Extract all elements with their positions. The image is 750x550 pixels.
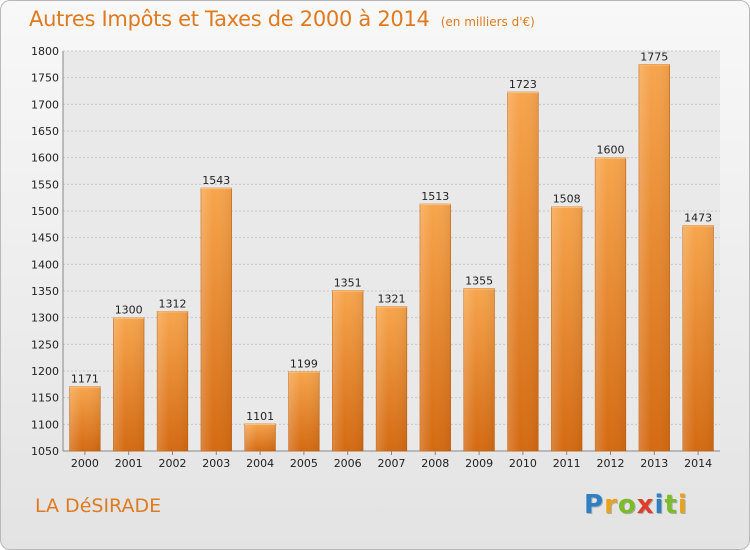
commune-name: LA DéSIRADE xyxy=(35,495,162,517)
value-label-2004: 1101 xyxy=(246,410,274,423)
value-label-2010: 1723 xyxy=(509,78,537,91)
bar-shade-2007 xyxy=(376,306,407,451)
bar-shade-2006 xyxy=(332,290,364,451)
bar-shade-2001 xyxy=(113,317,145,451)
bar-shade-2014 xyxy=(682,225,714,451)
value-label-2011: 1508 xyxy=(553,193,581,206)
bar-shade-2000 xyxy=(69,386,101,451)
logo-letter: x xyxy=(636,490,655,520)
bar-shade-2002 xyxy=(157,311,188,451)
chart-title: Autres Impôts et Taxes de 2000 à 2014 xyxy=(29,7,430,31)
bar-shade-2012 xyxy=(595,157,626,451)
bar-shade-2013 xyxy=(638,64,670,452)
proxiti-logo: Proxiti xyxy=(584,490,688,520)
logo-letter: i xyxy=(677,490,688,520)
y-tick-label: 1600 xyxy=(31,152,59,165)
y-tick-label: 1150 xyxy=(31,392,59,405)
y-tick-label: 1050 xyxy=(31,445,59,458)
value-label-2001: 1300 xyxy=(115,304,143,317)
y-tick-label: 1750 xyxy=(31,72,59,85)
y-tick-label: 1300 xyxy=(31,312,59,325)
value-label-2013: 1775 xyxy=(640,50,668,63)
logo-letter: o xyxy=(617,490,637,520)
bars xyxy=(69,64,714,452)
x-tick-label-2012: 2012 xyxy=(597,457,625,470)
value-label-2009: 1355 xyxy=(465,274,493,287)
x-tick-label-2000: 2000 xyxy=(71,457,99,470)
x-tick-label-2005: 2005 xyxy=(290,457,318,470)
value-label-2007: 1321 xyxy=(378,292,406,305)
x-tick-label-2004: 2004 xyxy=(246,457,274,470)
x-tick-label-2001: 2001 xyxy=(115,457,143,470)
bar-shade-2004 xyxy=(244,423,276,451)
x-tick-label-2003: 2003 xyxy=(202,457,230,470)
y-tick-label: 1350 xyxy=(31,285,59,298)
x-tick-label-2008: 2008 xyxy=(421,457,449,470)
labels: 1050 1100 1150 1200 1250 1300 1350 1400 1450 1500… xyxy=(31,45,712,470)
title-row: Autres Impôts et Taxes de 2000 à 2014 (e… xyxy=(29,7,535,31)
x-tick-label-2009: 2009 xyxy=(465,457,493,470)
y-tick-label: 1650 xyxy=(31,125,59,138)
value-label-2003: 1543 xyxy=(202,174,230,187)
y-tick-label: 1800 xyxy=(31,45,59,58)
value-label-2000: 1171 xyxy=(71,372,99,385)
chart-unit: (en milliers d'€) xyxy=(440,15,535,29)
logo-letter: t xyxy=(664,490,678,520)
x-tick-label-2007: 2007 xyxy=(378,457,406,470)
y-tick-label: 1100 xyxy=(31,418,59,431)
y-tick-label: 1550 xyxy=(31,178,59,191)
value-label-2002: 1312 xyxy=(159,297,187,310)
x-tick-label-2010: 2010 xyxy=(509,457,537,470)
value-label-2008: 1513 xyxy=(421,190,449,203)
y-tick-label: 1450 xyxy=(31,232,59,245)
value-label-2012: 1600 xyxy=(597,144,625,157)
value-label-2014: 1473 xyxy=(684,211,712,224)
bar-shade-2003 xyxy=(200,188,232,452)
x-tick-label-2014: 2014 xyxy=(684,457,712,470)
logo-letter: i xyxy=(654,490,665,520)
y-tick-label: 1700 xyxy=(31,98,59,111)
x-tick-label-2002: 2002 xyxy=(159,457,187,470)
value-label-2006: 1351 xyxy=(334,276,362,289)
bar-shade-2010 xyxy=(507,92,539,452)
bar-shade-2005 xyxy=(288,371,320,451)
x-tick-label-2011: 2011 xyxy=(553,457,581,470)
x-tick-label-2013: 2013 xyxy=(640,457,668,470)
x-tick-label-2006: 2006 xyxy=(334,457,362,470)
y-tick-label: 1500 xyxy=(31,205,59,218)
bar-shade-2009 xyxy=(463,288,495,451)
y-tick-label: 1250 xyxy=(31,338,59,351)
y-tick-label: 1200 xyxy=(31,365,59,378)
y-tick-label: 1400 xyxy=(31,258,59,271)
bar-shade-2008 xyxy=(419,204,451,451)
bar-shade-2011 xyxy=(551,206,583,451)
logo-letter: r xyxy=(604,490,618,520)
logo-letter: P xyxy=(584,490,605,520)
value-label-2005: 1199 xyxy=(290,358,318,371)
